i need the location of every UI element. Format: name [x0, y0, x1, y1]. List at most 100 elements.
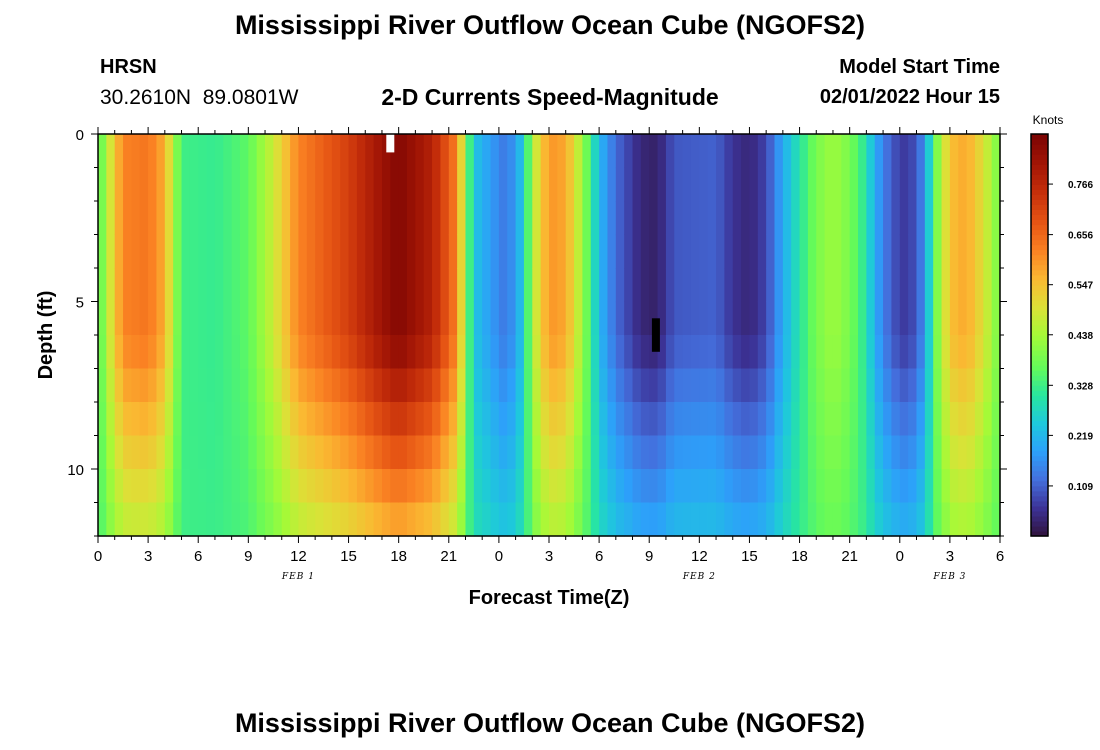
- heatmap-cell: [774, 268, 784, 303]
- heatmap-cell: [974, 167, 984, 202]
- heatmap-cell: [716, 201, 725, 236]
- heatmap-cell: [707, 268, 717, 303]
- heatmap-cell: [448, 502, 458, 537]
- heatmap-cell: [448, 335, 458, 370]
- heatmap-cell: [791, 167, 801, 202]
- heatmap-cell: [807, 268, 817, 303]
- heatmap-cell: [498, 268, 508, 303]
- heatmap-cell: [682, 335, 692, 370]
- heatmap-cell: [590, 335, 600, 370]
- heatmap-cell: [348, 134, 358, 169]
- heatmap-cell: [858, 201, 867, 236]
- heatmap-cell: [114, 167, 124, 202]
- heatmap-cell: [306, 167, 316, 202]
- heatmap-cell: [398, 435, 408, 470]
- heatmap-cell: [816, 368, 826, 403]
- heatmap-cell: [782, 402, 792, 437]
- heatmap-cell: [916, 335, 926, 370]
- heatmap-cell: [181, 167, 191, 202]
- heatmap-cell: [532, 469, 542, 504]
- colorbar-swatch: [1031, 360, 1048, 366]
- heatmap-cell: [590, 502, 600, 537]
- heatmap-cell: [766, 301, 776, 336]
- heatmap-cell: [532, 402, 542, 437]
- heatmap-cell: [290, 402, 300, 437]
- heatmap-cell: [523, 234, 533, 269]
- heatmap-cell: [933, 234, 943, 269]
- heatmap-cell: [883, 469, 893, 504]
- heatmap-cell: [298, 335, 308, 370]
- colorbar-tick-label: 0.109: [1068, 482, 1093, 493]
- heatmap-cell: [899, 268, 909, 303]
- heatmap-cell: [933, 435, 943, 470]
- heatmap-cell: [615, 301, 625, 336]
- heatmap-cell: [974, 301, 984, 336]
- y-tick-label: 5: [76, 295, 84, 312]
- heatmap-cell: [473, 502, 483, 537]
- heatmap-cell: [448, 469, 458, 504]
- heatmap-cell: [924, 201, 934, 236]
- heatmap-cell: [189, 134, 199, 169]
- colorbar-swatch: [1031, 284, 1048, 291]
- heatmap-cell: [774, 335, 784, 370]
- heatmap-cell: [123, 469, 133, 504]
- heatmap-cell: [582, 134, 592, 169]
- heatmap-cell: [983, 368, 993, 403]
- heatmap-cell: [515, 234, 525, 269]
- heatmap-cell: [323, 469, 333, 504]
- heatmap-cell: [699, 502, 709, 537]
- heatmap-cell: [540, 301, 550, 336]
- heatmap-cell: [916, 201, 926, 236]
- colorbar-swatch: [1031, 505, 1048, 512]
- heatmap-cell: [883, 435, 893, 470]
- x-tick-label: 0: [495, 548, 503, 565]
- heatmap-cell: [924, 268, 934, 303]
- heatmap-cell: [123, 234, 133, 269]
- heatmap-cell: [407, 335, 416, 370]
- colorbar-swatch: [1031, 204, 1048, 210]
- heatmap-cell: [164, 134, 174, 169]
- x-tick-label: 15: [340, 548, 357, 565]
- colorbar-swatch: [1031, 304, 1048, 311]
- heatmap-cell: [457, 234, 467, 269]
- heatmap-cell: [674, 502, 684, 537]
- heatmap-cell: [757, 368, 767, 403]
- heatmap-cell: [139, 368, 149, 403]
- heatmap-cell: [123, 134, 133, 169]
- heatmap-cell: [189, 301, 199, 336]
- heatmap-cell: [565, 335, 575, 370]
- heatmap-cell: [574, 435, 584, 470]
- heatmap-cell: [674, 402, 684, 437]
- heatmap-cell: [858, 502, 867, 537]
- heatmap-cell: [574, 402, 584, 437]
- heatmap-cell: [373, 201, 383, 236]
- heatmap-cell: [98, 368, 107, 403]
- heatmap-cell: [665, 335, 675, 370]
- heatmap-cell: [949, 435, 959, 470]
- heatmap-cell: [549, 301, 558, 336]
- colorbar-swatch: [1031, 279, 1048, 286]
- heatmap-cell: [807, 502, 817, 537]
- heatmap-cell: [248, 368, 258, 403]
- heatmap-cell: [858, 368, 867, 403]
- heatmap-cell: [515, 335, 525, 370]
- heatmap-cell: [515, 201, 525, 236]
- heatmap-cell: [891, 301, 901, 336]
- heatmap-cell: [849, 435, 859, 470]
- colorbar-swatch: [1031, 169, 1048, 175]
- heatmap-cell: [716, 469, 725, 504]
- heatmap-cell: [958, 368, 968, 403]
- heatmap-cell: [457, 435, 467, 470]
- heatmap-cell: [716, 301, 725, 336]
- heatmap-cell: [816, 234, 826, 269]
- heatmap-cell: [457, 469, 467, 504]
- heatmap-cell: [398, 469, 408, 504]
- heatmap-cell: [824, 368, 834, 403]
- heatmap-cell: [206, 134, 216, 169]
- heatmap-cell: [440, 201, 450, 236]
- heatmap-cell: [974, 368, 984, 403]
- heatmap-cell: [632, 301, 642, 336]
- x-tick-label: 3: [144, 548, 152, 565]
- heatmap-cell: [690, 502, 700, 537]
- heatmap-cell: [173, 201, 183, 236]
